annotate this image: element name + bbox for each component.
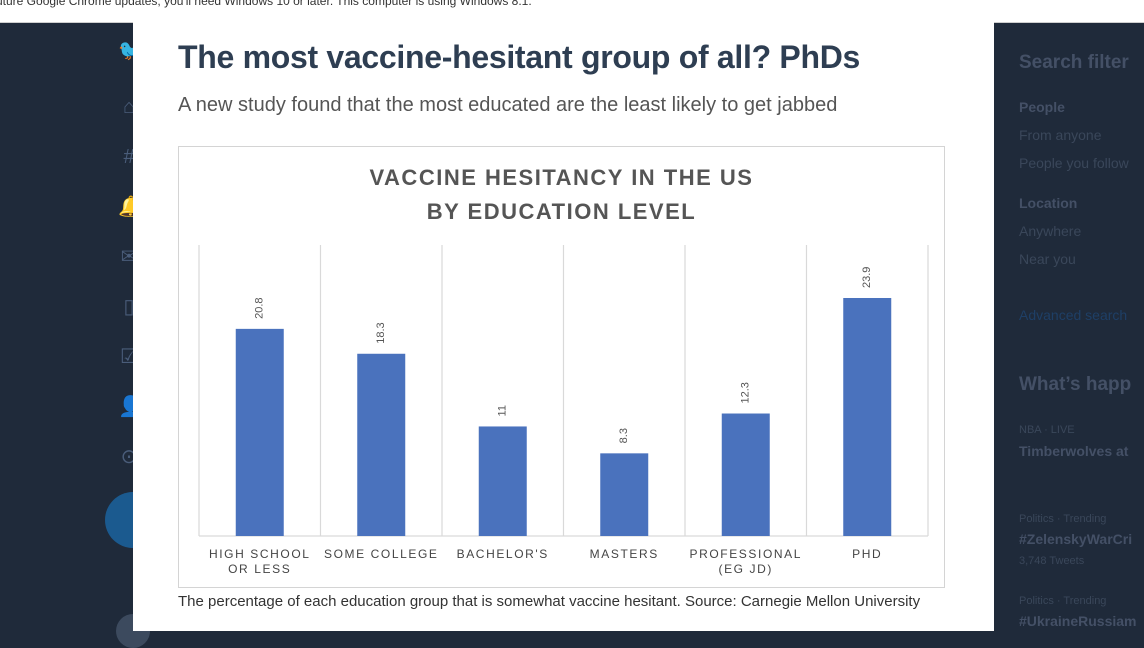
x-tick-label: OR LESS	[228, 562, 291, 576]
x-tick-label: HIGH SCHOOL	[209, 547, 311, 561]
x-tick-label: PROFESSIONAL	[689, 547, 802, 561]
chart-title-line-1: VACCINE HESITANCY IN THE US	[369, 165, 754, 190]
near-you-option[interactable]: Near you	[1019, 251, 1076, 267]
people-you-follow-option[interactable]: People you follow	[1019, 155, 1129, 171]
bookmark-icon[interactable]: ▯	[123, 296, 135, 318]
data-label: 23.9	[861, 267, 873, 288]
image-caption: The percentage of each education group t…	[178, 593, 921, 610]
trend-meta: Politics · Trending	[1019, 595, 1107, 607]
data-label: 12.3	[740, 382, 752, 403]
subheadline: A new study found that the most educated…	[178, 94, 838, 116]
bar-chart: VACCINE HESITANCY IN THE US BY EDUCATION…	[178, 146, 945, 588]
browser-notice-text: uture Google Chrome updates, you'll need…	[0, 0, 532, 8]
article-image-card: The most vaccine-hesitant group of all? …	[133, 22, 994, 631]
search-filters-heading: Search filter	[1019, 52, 1129, 73]
from-anyone-option[interactable]: From anyone	[1019, 127, 1102, 143]
trend-meta: Politics · Trending	[1019, 513, 1107, 525]
bar	[600, 453, 649, 536]
home-icon[interactable]: ⌂	[122, 96, 136, 118]
data-label: 18.3	[375, 322, 387, 343]
chart-title-line-2: BY EDUCATION LEVEL	[426, 199, 697, 224]
x-tick-label: PHD	[852, 547, 882, 561]
anywhere-option[interactable]: Anywhere	[1019, 223, 1082, 239]
chart-title: VACCINE HESITANCY IN THE US BY EDUCATION…	[179, 161, 944, 229]
bar	[357, 353, 406, 536]
x-tick-label: BACHELOR'S	[457, 547, 549, 561]
bar	[721, 413, 770, 536]
x-tick-label: SOME COLLEGE	[324, 547, 439, 561]
headline: The most vaccine-hesitant group of all? …	[178, 39, 861, 75]
browser-notice-bar: uture Google Chrome updates, you'll need…	[0, 0, 1144, 23]
trend-title[interactable]: #ZelenskyWarCri	[1019, 531, 1133, 547]
people-label: People	[1019, 99, 1065, 115]
hashtag-icon[interactable]: #	[123, 146, 135, 168]
trend-title[interactable]: #UkraineRussiam	[1019, 613, 1137, 629]
bar	[235, 328, 284, 536]
data-label: 8.3	[618, 428, 630, 443]
data-label: 20.8	[254, 297, 266, 318]
advanced-search-link[interactable]: Advanced search	[1019, 307, 1128, 323]
whats-happening-heading: What’s happ	[1019, 374, 1132, 395]
trend-meta: NBA · LIVE	[1019, 424, 1075, 436]
bar	[478, 426, 527, 536]
bar	[843, 297, 892, 536]
trend-title[interactable]: Timberwolves at	[1019, 443, 1129, 459]
x-tick-label: (EG JD)	[718, 562, 773, 576]
data-label: 11	[497, 405, 509, 416]
x-tick-label: MASTERS	[590, 547, 659, 561]
location-label: Location	[1019, 195, 1078, 211]
trend-count: 3,748 Tweets	[1019, 555, 1085, 567]
